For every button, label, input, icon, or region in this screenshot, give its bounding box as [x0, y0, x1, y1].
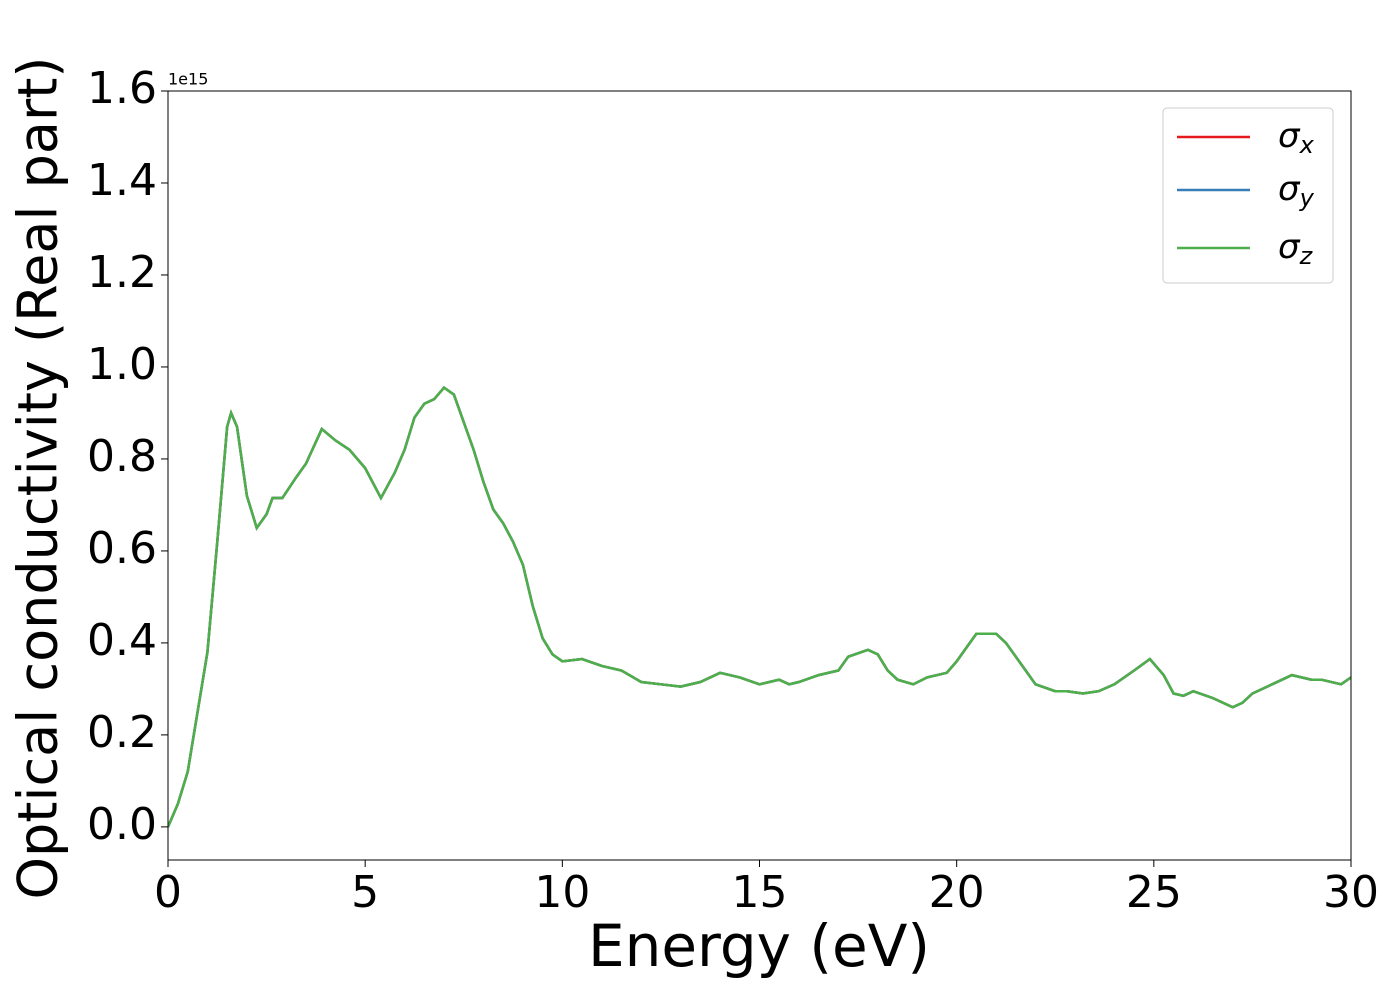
x-tick-label: 25 — [1126, 867, 1182, 918]
x-tick-label: 20 — [929, 867, 985, 918]
y-tick-label: 0.0 — [87, 799, 157, 850]
y-tick-label: 1.6 — [87, 63, 157, 114]
x-tick-label: 15 — [732, 867, 788, 918]
legend-label: σy — [1278, 169, 1315, 213]
y-tick-label: 0.2 — [87, 707, 157, 758]
y-tick-label: 1.2 — [87, 247, 157, 298]
legend-label: σx — [1278, 116, 1315, 160]
data-line — [168, 385, 1351, 828]
y-axis-label: Optical conductivity (Real part) — [7, 57, 70, 900]
x-tick-label: 10 — [534, 867, 590, 918]
y-tick-label: 1.4 — [87, 155, 157, 206]
data-line — [168, 385, 1351, 828]
x-tick-label: 0 — [154, 867, 182, 918]
legend-box — [1162, 107, 1334, 284]
plot-frame — [167, 90, 1352, 861]
x-tick-label: 5 — [351, 867, 379, 918]
data-line — [168, 385, 1351, 828]
x-tick-label: 30 — [1323, 867, 1379, 918]
y-tick-label: 1.0 — [87, 339, 157, 390]
y-tick-label: 0.4 — [87, 615, 157, 666]
x-axis-label: Energy (eV) — [588, 912, 930, 980]
legend-label: σz — [1278, 227, 1314, 271]
y-tick-label: 0.6 — [87, 523, 157, 574]
y-offset-label: 1e15 — [168, 70, 208, 89]
y-tick-label: 0.8 — [87, 431, 157, 482]
